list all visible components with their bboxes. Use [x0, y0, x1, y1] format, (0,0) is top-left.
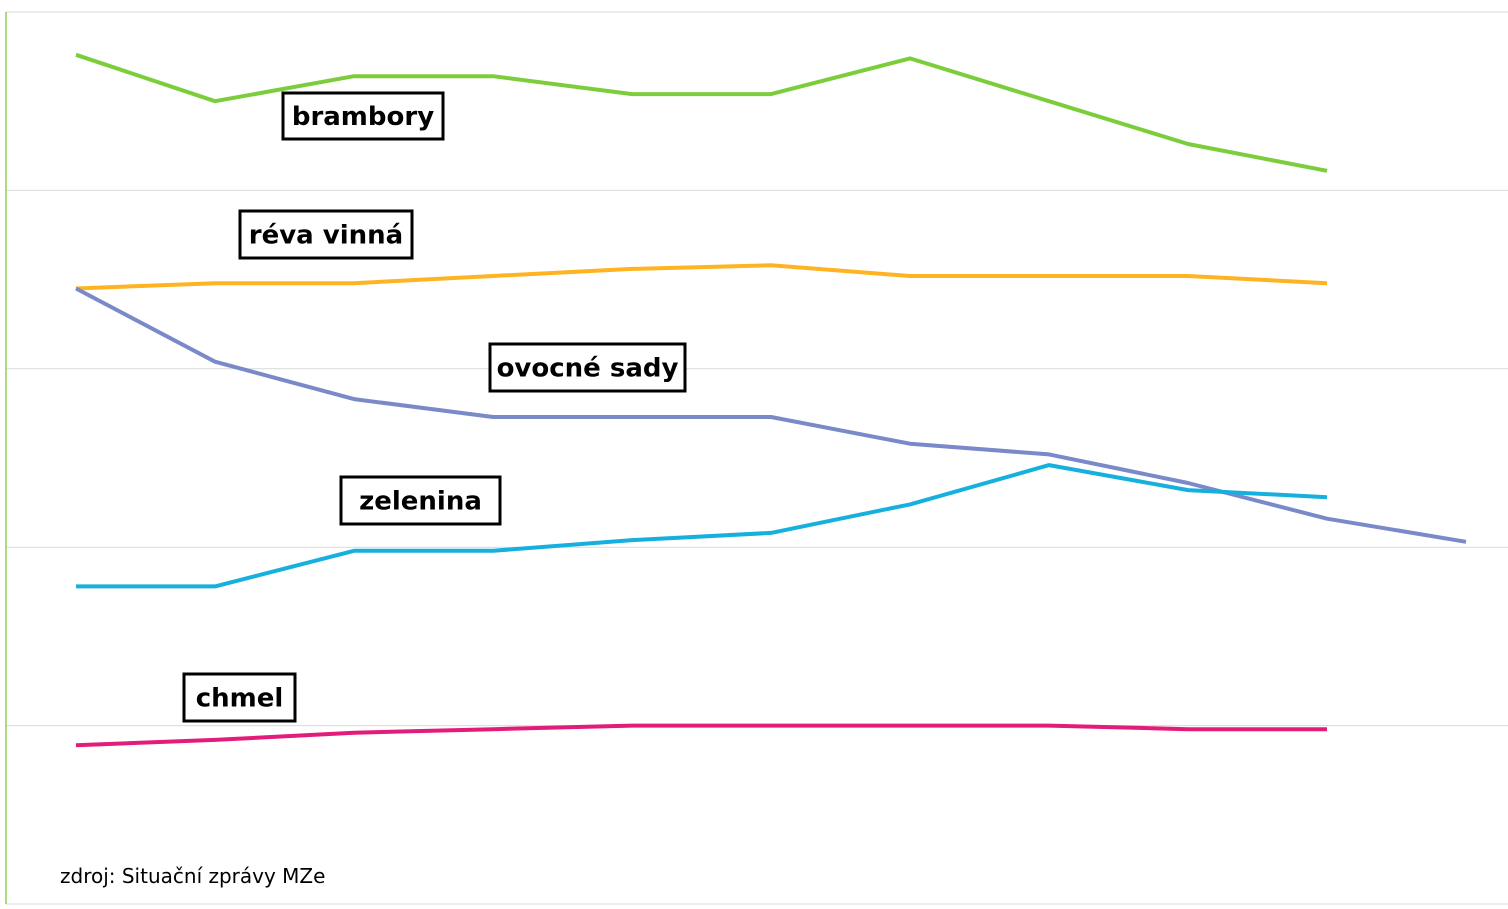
series-label-ovocne-sady: ovocné sady: [497, 354, 679, 384]
series-line-brambory: [75, 52, 1328, 173]
label-box-brambory: brambory: [281, 91, 445, 141]
series-label-chmel: chmel: [196, 684, 284, 714]
label-box-frame: [182, 672, 297, 723]
gridlines: [6, 11, 1508, 905]
series-line-zelenina: [76, 463, 1328, 589]
label-box-frame: [488, 342, 687, 393]
label-box-zelenina: zelenina: [339, 475, 502, 526]
series-line-chmel: [75, 723, 1327, 748]
label-box-frame: [238, 209, 414, 260]
series-layer: [75, 52, 1467, 748]
label-box-frame: [339, 475, 502, 526]
label-box-reva-vinna: réva vinná: [238, 209, 414, 260]
label-box-chmel: chmel: [182, 672, 297, 723]
series-label-brambory: brambory: [292, 102, 434, 132]
label-box-ovocne-sady: ovocné sady: [488, 342, 687, 393]
label-box-frame: [281, 91, 445, 141]
series-label-zelenina: zelenina: [359, 487, 482, 517]
series-label-reva-vinna: réva vinná: [249, 221, 403, 251]
series-line-reva-vinna: [75, 263, 1328, 291]
series-line-ovocne-sady: [75, 286, 1467, 544]
series-labels: brambory réva vinná ovocné sady zelenina chm…: [182, 91, 687, 723]
source-note: zdroj: Situační zprávy MZe: [60, 864, 325, 888]
